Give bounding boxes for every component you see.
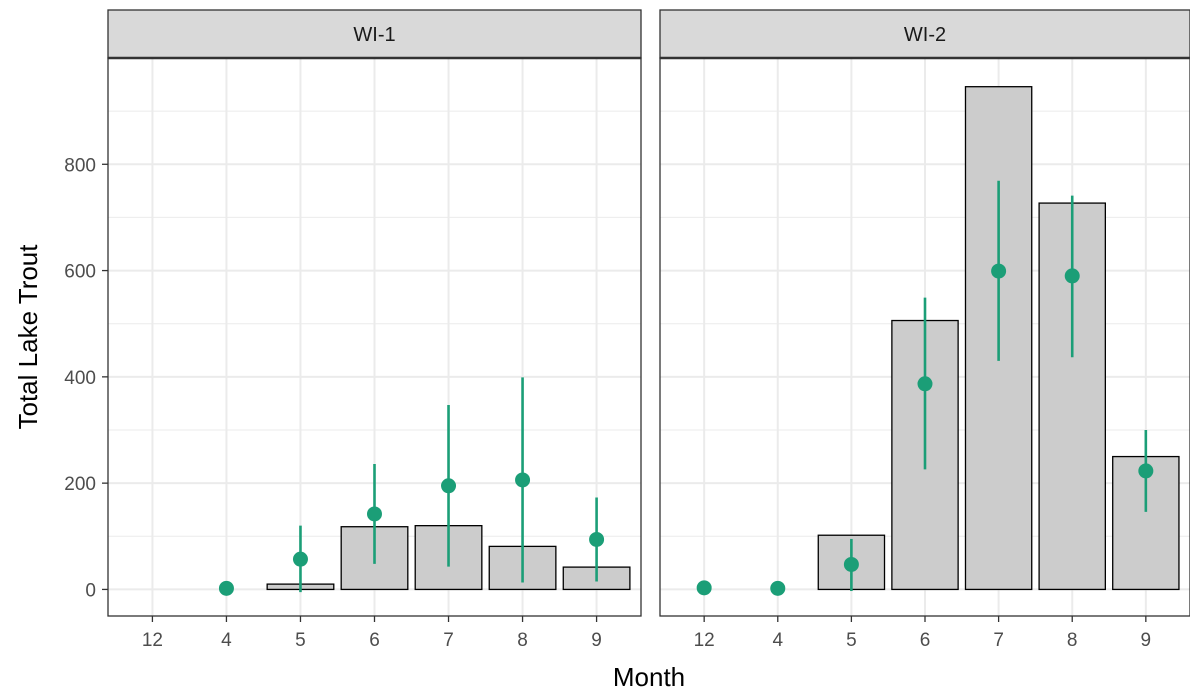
facet-label: WI-2: [904, 24, 946, 46]
point-wi-2-month-5: [844, 557, 859, 572]
x-tick-label: 6: [920, 630, 931, 651]
facet-label: WI-1: [353, 24, 395, 46]
x-tick-label: 7: [993, 630, 1004, 651]
y-tick-label: 0: [85, 580, 96, 601]
panel-wi-2: WI-2 12 4 5 6 7 8 9: [660, 10, 1190, 651]
point-wi-2-month-12: [697, 580, 712, 595]
x-tick-label: 8: [517, 630, 528, 651]
point-wi-2-month-7: [991, 264, 1006, 279]
point-wi-1-month-4: [219, 581, 234, 596]
panel-wi-1: WI-1 12 4 5 6 7 8 9: [108, 10, 641, 651]
point-wi-1-month-5: [293, 552, 308, 567]
point-wi-1-month-8: [515, 472, 530, 487]
y-tick-label: 200: [64, 474, 96, 495]
y-axis: 0 200 400 600 800: [64, 155, 108, 601]
x-tick-label: 6: [369, 630, 380, 651]
point-wi-2-month-6: [918, 376, 933, 391]
y-axis-title: Total Lake Trout: [13, 244, 43, 430]
x-tick-label: 4: [772, 630, 783, 651]
point-wi-1-month-6: [367, 506, 382, 521]
x-tick-label: 8: [1067, 630, 1078, 651]
x-tick-label: 12: [142, 630, 163, 651]
x-tick-label: 5: [295, 630, 306, 651]
point-wi-1-month-9: [589, 532, 604, 547]
x-tick-label: 7: [443, 630, 454, 651]
point-wi-2-month-9: [1138, 463, 1153, 478]
y-tick-label: 400: [64, 368, 96, 389]
y-tick-label: 600: [64, 262, 96, 283]
y-tick-label: 800: [64, 155, 96, 176]
x-tick-label: 12: [694, 630, 715, 651]
point-wi-1-month-7: [441, 478, 456, 493]
point-wi-2-month-8: [1065, 268, 1080, 283]
x-tick-label: 9: [1141, 630, 1152, 651]
point-wi-2-month-4: [770, 581, 785, 596]
x-axis-title: Month: [613, 662, 685, 692]
x-tick-label: 4: [221, 630, 232, 651]
x-tick-label: 5: [846, 630, 857, 651]
x-tick-label: 9: [591, 630, 602, 651]
